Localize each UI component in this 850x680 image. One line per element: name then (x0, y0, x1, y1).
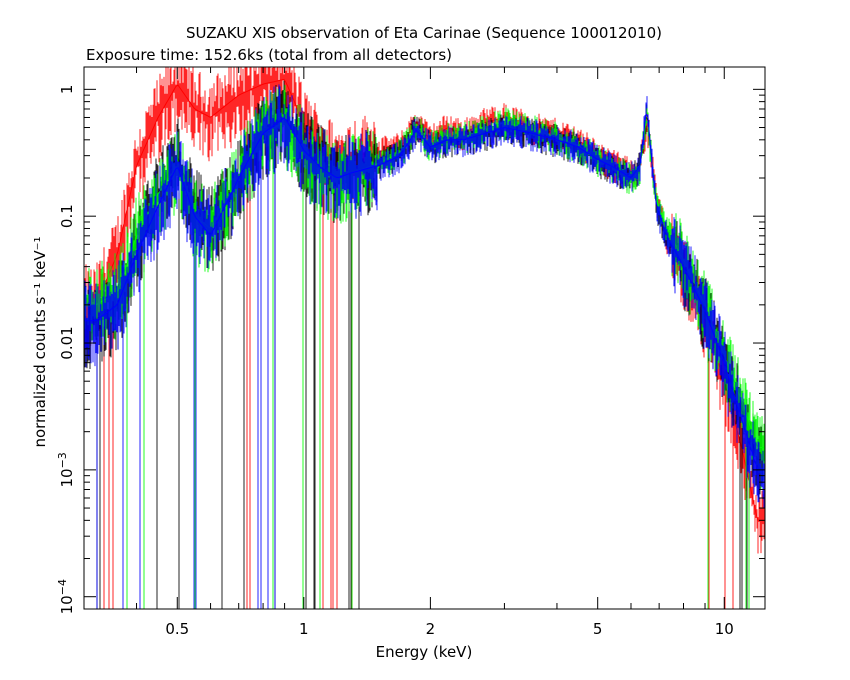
chart-title: SUZAKU XIS observation of Eta Carinae (S… (186, 24, 662, 42)
chart-subtitle: Exposure time: 152.6ks (total from all d… (86, 46, 452, 64)
series-3-noise (84, 84, 766, 609)
x-tick-label: 10 (715, 620, 734, 638)
y-tick-label: 0.1 (58, 204, 76, 228)
x-tick-label: 5 (593, 620, 603, 638)
series-1-noise (84, 80, 766, 609)
y-tick-label: 1 (58, 85, 76, 95)
series-layer (84, 67, 766, 609)
series-1 (84, 80, 766, 609)
x-axis-label: Energy (keV) (376, 643, 473, 661)
y-tick-label: 0.01 (58, 326, 76, 359)
y-tick-label: 10−3 (56, 452, 76, 487)
series-3 (84, 84, 766, 609)
x-tick-label: 1 (299, 620, 309, 638)
x-tick-label: 0.5 (165, 620, 189, 638)
plot-frame (83, 66, 766, 610)
y-tick-label: 10−4 (56, 579, 76, 614)
x-tick-label: 2 (426, 620, 436, 638)
y-axis-label: normalized counts s⁻¹ keV⁻¹ (31, 236, 49, 447)
axes-layer: 0.5 1 2 5 10 10−4 10−3 0.01 0.1 1 (56, 67, 765, 638)
